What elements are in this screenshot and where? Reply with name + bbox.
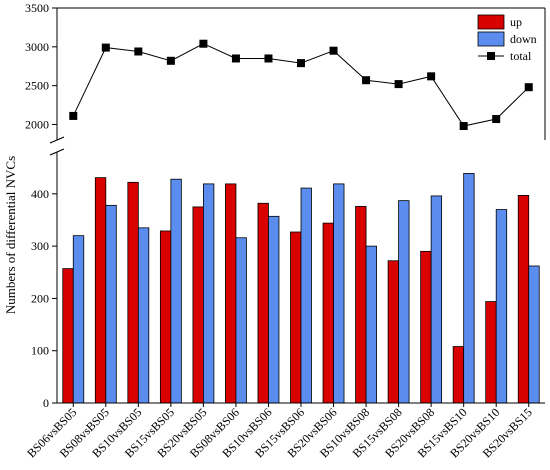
bar-up-BS08vsBS05 bbox=[94, 177, 107, 404]
y-tick-label-200: 200 bbox=[31, 291, 49, 305]
bar-down-BS20vsBS10 bbox=[495, 209, 508, 404]
y-tick-label-3000: 3000 bbox=[25, 40, 49, 54]
total-marker-BS10vsBS06 bbox=[264, 54, 273, 63]
bar-down-BS15vsBS08 bbox=[398, 200, 410, 404]
total-marker-BS20vsBS06 bbox=[329, 46, 338, 55]
bar-up-BS20vsBS15 bbox=[517, 195, 530, 404]
bar-down-BS10vsBS08 bbox=[365, 245, 377, 404]
bar-down-BS15vsBS10 bbox=[463, 173, 475, 404]
bar-down-BS15vsBS06 bbox=[300, 187, 312, 404]
bar-up-BS15vsBS08 bbox=[387, 260, 400, 404]
total-marker-BS08vsBS06 bbox=[231, 54, 240, 63]
total-marker-BS20vsBS15 bbox=[524, 83, 533, 92]
bar-up-BS15vsBS05 bbox=[159, 230, 172, 404]
y-tick-label-3500: 3500 bbox=[25, 1, 49, 15]
bar-down-BS10vsBS05 bbox=[137, 227, 150, 404]
y-tick-label-400: 400 bbox=[31, 187, 49, 201]
y-tick-label-2000: 2000 bbox=[25, 117, 49, 131]
total-marker-BS15vsBS05 bbox=[166, 56, 175, 65]
bar-up-BS10vsBS06 bbox=[257, 202, 269, 404]
total-marker-BS10vsBS05 bbox=[134, 47, 143, 56]
total-marker-BS20vsBS08 bbox=[427, 72, 436, 81]
legend: up down total bbox=[477, 14, 537, 63]
legend-swatch-down bbox=[477, 31, 505, 47]
bar-up-BS15vsBS10 bbox=[452, 346, 465, 404]
bar-up-BS10vsBS08 bbox=[355, 205, 367, 404]
lower-plot-area bbox=[62, 173, 540, 404]
total-marker-BS10vsBS08 bbox=[362, 76, 371, 85]
bar-up-BS10vsBS05 bbox=[127, 181, 139, 404]
y-tick-label-300: 300 bbox=[31, 239, 49, 253]
bar-down-BS20vsBS08 bbox=[430, 195, 443, 404]
axes: 01002003004002000250030003500BS06vsBS05B… bbox=[24, 1, 546, 460]
total-marker-BS20vsBS05 bbox=[199, 39, 208, 48]
bar-down-BS20vsBS15 bbox=[528, 265, 540, 404]
total-marker-BS20vsBS10 bbox=[492, 115, 501, 124]
axis-break-mark-lower bbox=[49, 148, 65, 156]
y-axis-title: Numbers of differential NVCs bbox=[3, 156, 18, 314]
legend-marker-total bbox=[487, 52, 495, 60]
legend-label-down: down bbox=[510, 32, 537, 46]
bar-up-BS20vsBS05 bbox=[192, 206, 204, 404]
bar-down-BS20vsBS05 bbox=[202, 183, 215, 404]
bar-up-BS15vsBS06 bbox=[290, 231, 302, 404]
y-tick-label-0: 0 bbox=[43, 396, 49, 410]
bar-up-BS08vsBS06 bbox=[225, 183, 237, 404]
legend-label-total: total bbox=[510, 49, 532, 63]
bar-up-BS20vsBS10 bbox=[485, 301, 497, 404]
bar-down-BS06vsBS05 bbox=[72, 235, 85, 404]
bar-down-BS08vsBS06 bbox=[235, 237, 247, 404]
bar-up-BS06vsBS05 bbox=[62, 268, 74, 404]
axis-break-mark-upper bbox=[49, 136, 65, 144]
upper-plot-area bbox=[69, 39, 533, 131]
bar-down-BS10vsBS06 bbox=[268, 215, 280, 404]
y-tick-label-2500: 2500 bbox=[25, 79, 49, 93]
bar-down-BS15vsBS05 bbox=[170, 178, 182, 404]
total-marker-BS15vsBS06 bbox=[297, 59, 305, 68]
total-marker-BS15vsBS08 bbox=[394, 80, 403, 89]
bar-up-BS20vsBS08 bbox=[420, 250, 432, 404]
total-marker-BS06vsBS05 bbox=[69, 111, 78, 120]
total-line bbox=[72, 43, 530, 127]
bar-down-BS08vsBS05 bbox=[105, 204, 117, 404]
legend-label-up: up bbox=[510, 15, 522, 29]
bar-down-BS20vsBS06 bbox=[333, 183, 345, 404]
total-marker-BS08vsBS05 bbox=[101, 43, 110, 52]
legend-swatch-up bbox=[477, 14, 505, 30]
bar-up-BS20vsBS06 bbox=[322, 222, 334, 404]
y-tick-label-100: 100 bbox=[31, 344, 49, 358]
total-marker-BS15vsBS10 bbox=[459, 122, 468, 131]
